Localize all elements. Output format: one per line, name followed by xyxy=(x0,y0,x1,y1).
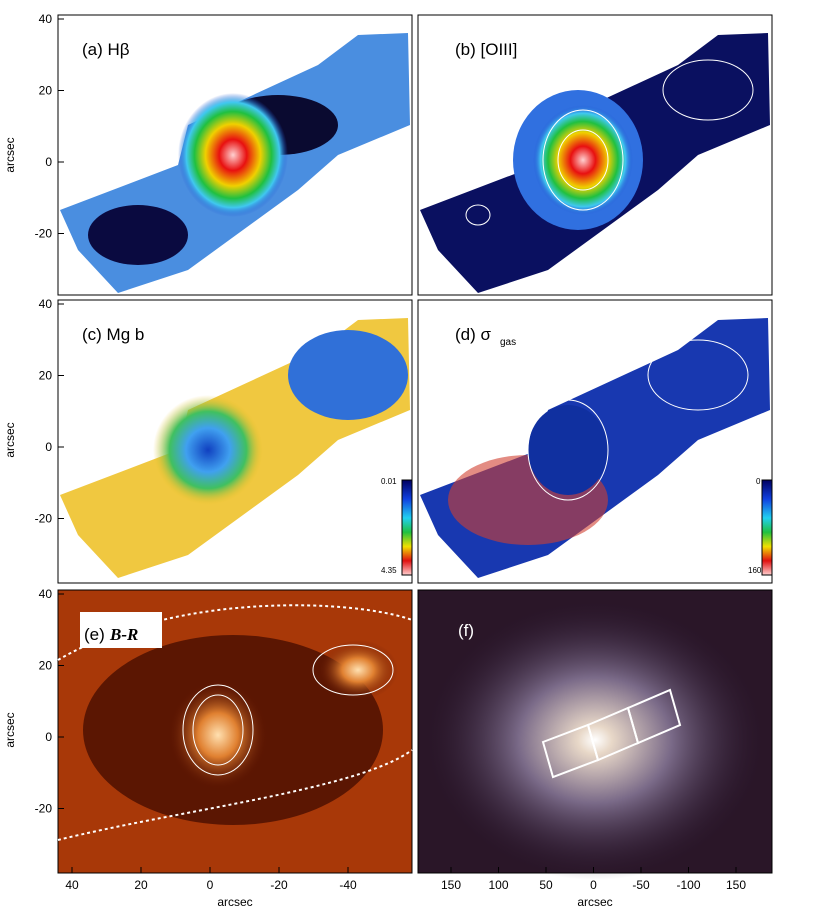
y-tick-label: 20 xyxy=(39,369,53,383)
x-tick-label: -40 xyxy=(339,878,357,892)
panel-b xyxy=(417,14,773,296)
colorbar-label: 4.35 xyxy=(381,566,397,575)
panel-f xyxy=(417,589,773,880)
x-tick-label: -20 xyxy=(270,878,288,892)
y-tick-label: -20 xyxy=(35,802,53,816)
x-tick-label: 100 xyxy=(488,878,508,892)
panel-label: (e) xyxy=(84,625,105,644)
y-tick-label: 40 xyxy=(39,12,53,26)
x-tick-label: 150 xyxy=(726,878,746,892)
y-tick-label: 0 xyxy=(45,730,52,744)
x-axis-label: arcsec xyxy=(217,895,252,909)
x-tick-label: 40 xyxy=(65,878,79,892)
panel-label: (b) [OIII] xyxy=(455,40,517,59)
y-tick-label: 0 xyxy=(45,440,52,454)
x-tick-label: 150 xyxy=(441,878,461,892)
colorbar-label: 0 xyxy=(756,477,761,486)
y-tick-label: -20 xyxy=(35,512,53,526)
y-tick-label: 20 xyxy=(39,659,53,673)
panel-a xyxy=(57,14,413,296)
x-axis-label: arcsec xyxy=(577,895,612,909)
panel-d xyxy=(417,299,773,584)
x-tick-label: 50 xyxy=(539,878,553,892)
x-tick-label: 0 xyxy=(207,878,214,892)
y-tick-label: 40 xyxy=(39,297,53,311)
panel-label: (d) σ xyxy=(455,325,492,344)
y-tick-label: 20 xyxy=(39,84,53,98)
y-tick-label: 0 xyxy=(45,155,52,169)
panel-label: (f) xyxy=(458,621,474,640)
y-tick-label: 40 xyxy=(39,587,53,601)
panel-label: (c) Mg b xyxy=(82,325,144,344)
labels: (a) Hβ (b) [OIII] (c) Mg b (d) σ gas (e)… xyxy=(82,40,762,644)
x-tick-label: -100 xyxy=(676,878,700,892)
y-tick-label: -20 xyxy=(35,227,53,241)
panel-label: (a) Hβ xyxy=(82,40,130,59)
y-axis-label: arcsec xyxy=(3,137,17,172)
colorbar-label: 160 xyxy=(748,566,762,575)
x-tick-label: -50 xyxy=(632,878,650,892)
panel-subscript: gas xyxy=(500,337,516,348)
panel-emphasis: B-R xyxy=(109,625,138,644)
x-tick-label: 0 xyxy=(590,878,597,892)
y-axis-label: arcsec xyxy=(3,422,17,457)
x-tick-label: 20 xyxy=(134,878,148,892)
panel-e xyxy=(57,589,413,874)
colorbar-label: 0.01 xyxy=(381,477,397,486)
y-axis-label: arcsec xyxy=(3,712,17,747)
panel-c xyxy=(57,299,413,584)
